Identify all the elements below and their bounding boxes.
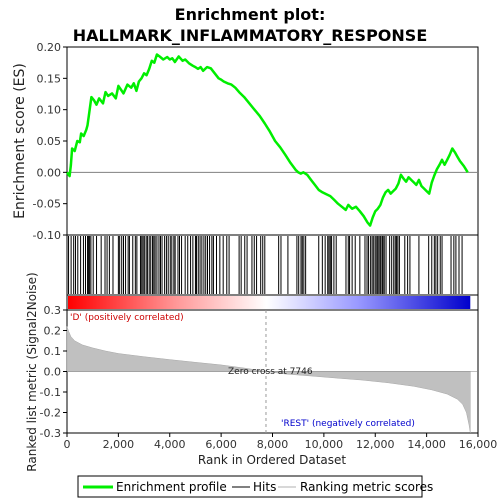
ranked-metric-area: [66, 310, 478, 434]
es-y-axis: 0.20 0.15 0.10 0.05 0.00 -0.05 -0.10: [33, 41, 67, 242]
legend-label-ranking: Ranking metric scores: [300, 480, 433, 494]
x-tick-label: 6,000: [205, 438, 237, 451]
x-axis-label: Rank in Ordered Dataset: [198, 453, 346, 467]
x-tick-label: 16,000: [459, 438, 498, 451]
x-tick-label: 14,000: [407, 438, 446, 451]
hit-markers: [68, 236, 463, 294]
metric-y-tick-label: -0.3: [40, 427, 61, 440]
x-tick-label: 0: [64, 438, 71, 451]
es-y-tick-label: 0.15: [37, 72, 62, 85]
x-axis: 0 2,000 4,000 6,000 8,000 10,000 12,000 14,000 1…: [64, 433, 498, 451]
hits-panel-frame: [66, 234, 479, 296]
es-y-tick-label: -0.10: [33, 229, 61, 242]
x-tick-label: 2,000: [103, 438, 135, 451]
rank-color-bar: [68, 296, 471, 309]
es-y-tick-label: 0.20: [37, 41, 62, 54]
metric-y-axis-label: Ranked list metric (Signal2Noise): [25, 272, 39, 471]
es-y-tick-label: 0.05: [37, 135, 62, 148]
metric-y-axis: 0.3 0.2 0.1 0.0 -0.1 -0.2 -0.3: [40, 304, 67, 440]
metric-y-tick-label: 0.2: [44, 325, 62, 338]
x-tick-label: 10,000: [305, 438, 344, 451]
negative-correlation-label: 'REST' (negatively correlated): [281, 419, 415, 429]
zero-cross-label: Zero cross at 7746: [228, 367, 313, 377]
x-tick-label: 12,000: [356, 438, 395, 451]
es-y-axis-label: Enrichment score (ES): [12, 63, 28, 219]
metric-y-tick-label: 0.3: [44, 304, 62, 317]
legend-label-enrichment: Enrichment profile: [116, 480, 227, 494]
rank-gradient: [68, 296, 471, 309]
es-y-tick-label: -0.05: [33, 198, 61, 211]
metric-y-tick-label: -0.1: [40, 386, 61, 399]
chart-title-line1: Enrichment plot:: [175, 5, 326, 24]
metric-area: [66, 326, 471, 434]
metric-y-tick-label: 0.0: [44, 366, 62, 379]
es-curve: [65, 53, 469, 227]
x-tick-label: 4,000: [154, 438, 186, 451]
positive-correlation-label: 'D' (positively correlated): [70, 313, 184, 323]
es-panel-frame: [66, 46, 479, 236]
x-tick-label: 8,000: [257, 438, 289, 451]
metric-y-tick-label: -0.2: [40, 407, 61, 420]
metric-y-tick-label: 0.1: [44, 345, 62, 358]
chart-title-line2: HALLMARK_INFLAMMATORY_RESPONSE: [73, 26, 428, 45]
legend-label-hits: Hits: [253, 480, 276, 494]
enrichment-profile: [65, 53, 478, 227]
es-y-tick-label: 0.00: [37, 166, 62, 179]
es-y-tick-label: 0.10: [37, 104, 62, 117]
